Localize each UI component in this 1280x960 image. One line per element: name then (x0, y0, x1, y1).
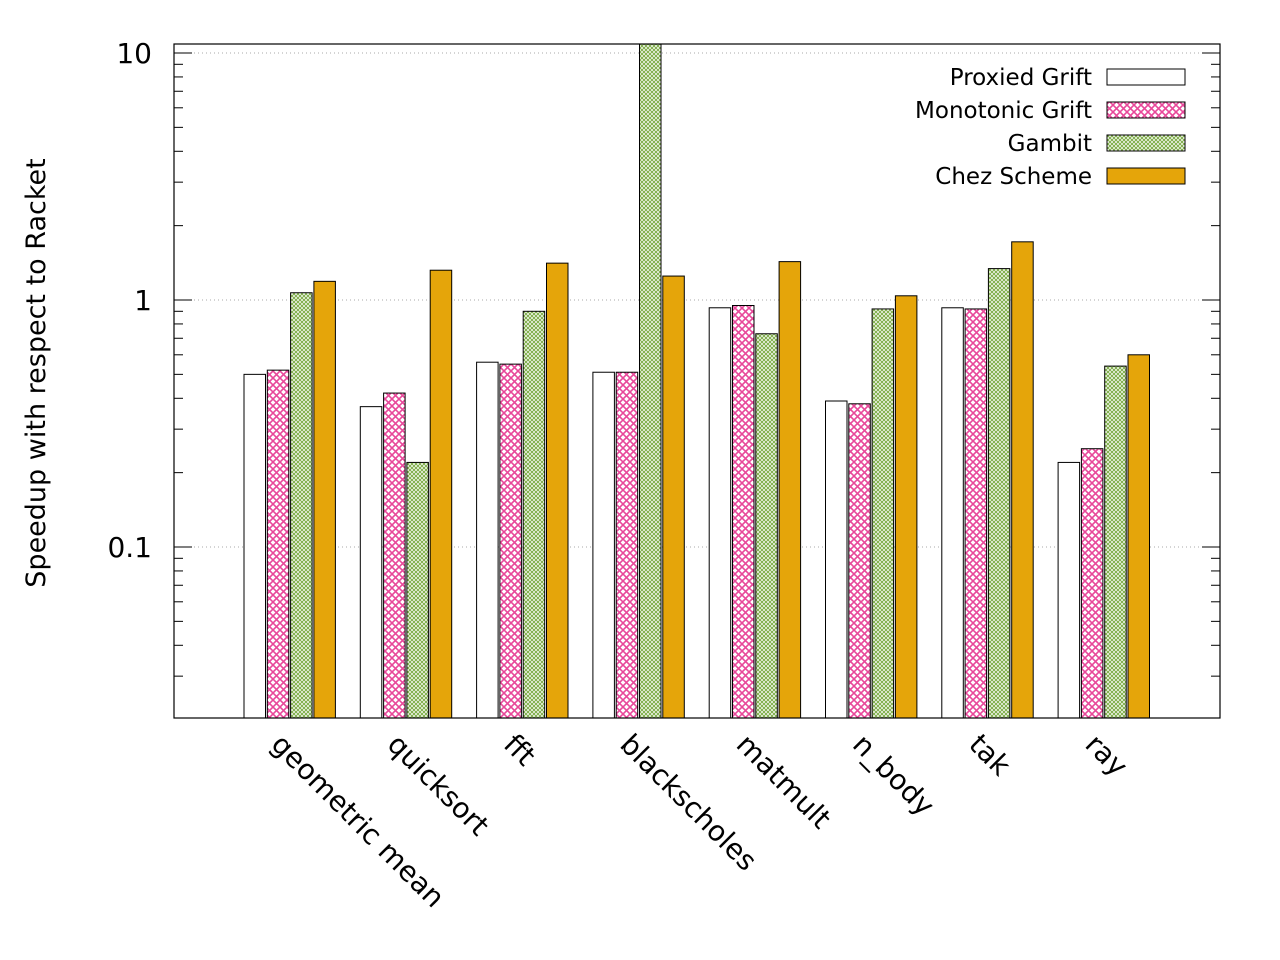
x-tick-label-tak: tak (963, 728, 1018, 783)
legend-swatch (1106, 101, 1186, 119)
x-tick-label-ray: ray (1079, 728, 1134, 783)
x-tick-label-quicksort: quicksort (381, 728, 496, 843)
legend-swatch (1106, 68, 1186, 86)
y-axis-title: Speedup with respect to Racket (21, 158, 52, 587)
bar-ray-proxied-grift (1057, 461, 1081, 719)
bar-matmult-proxied-grift (708, 307, 732, 719)
bar-blackscholes-gambit (639, 43, 662, 719)
bar-tak-chez-scheme (1011, 241, 1034, 719)
bar-blackscholes-chez-scheme (662, 275, 685, 719)
bar-n_body-monotonic-grift (848, 403, 871, 719)
bar-quicksort-proxied-grift (359, 406, 383, 719)
y-tick-label-2: 10 (116, 37, 152, 70)
bar-fft-monotonic-grift (499, 363, 522, 719)
bar-ray-gambit (1104, 365, 1127, 719)
legend-swatch (1106, 134, 1186, 152)
legend-label: Proxied Grift (950, 65, 1092, 91)
legend: Proxied Grift Monotonic Grift Gambit Chez S… (915, 65, 1186, 190)
x-tick-label-matmult: matmult (730, 728, 838, 836)
bar-matmult-monotonic-grift (732, 305, 755, 719)
bar-n_body-chez-scheme (894, 295, 918, 719)
x-tick-label-fft: fft (497, 728, 542, 773)
bar-tak-monotonic-grift (964, 308, 988, 719)
bar-matmult-chez-scheme (778, 261, 802, 719)
bar-blackscholes-proxied-grift (592, 371, 615, 719)
legend-label: Chez Scheme (935, 164, 1092, 190)
bar-tak-gambit (987, 268, 1011, 719)
legend-swatch (1106, 167, 1186, 185)
x-tick-label-n_body: n_body (846, 728, 941, 823)
legend-item-proxied-grift: Proxied Grift (950, 65, 1186, 91)
legend-label: Gambit (1008, 131, 1092, 157)
bar-quicksort-monotonic-grift (383, 392, 406, 719)
plot-frame (173, 43, 1221, 719)
bar-ray-chez-scheme (1127, 354, 1150, 719)
bar-blackscholes-monotonic-grift (615, 371, 639, 719)
bar-fft-proxied-grift (476, 361, 499, 719)
bar-ray-monotonic-grift (1080, 448, 1104, 719)
axes (173, 43, 1221, 719)
bar-fft-gambit (522, 310, 546, 719)
legend-item-monotonic-grift: Monotonic Grift (915, 98, 1186, 124)
bars (243, 43, 1150, 719)
y-tick-label-1: 1 (134, 284, 152, 317)
bar-geometric-mean-gambit (290, 292, 313, 719)
bar-geometric-mean-monotonic-grift (266, 369, 290, 719)
y-tick-label-0: 0.1 (107, 531, 152, 564)
legend-label: Monotonic Grift (915, 98, 1092, 124)
bar-n_body-gambit (871, 308, 895, 719)
bar-quicksort-chez-scheme (429, 269, 453, 719)
bar-geometric-mean-proxied-grift (243, 373, 266, 719)
bar-tak-proxied-grift (941, 307, 964, 719)
bar-quicksort-gambit (406, 461, 429, 719)
bar-fft-chez-scheme (546, 262, 569, 719)
bar-matmult-gambit (755, 333, 778, 719)
legend-item-gambit: Gambit (1008, 131, 1186, 157)
bar-geometric-mean-chez-scheme (313, 280, 336, 719)
bar-n_body-proxied-grift (825, 400, 848, 719)
legend-item-chez-scheme: Chez Scheme (935, 164, 1186, 190)
